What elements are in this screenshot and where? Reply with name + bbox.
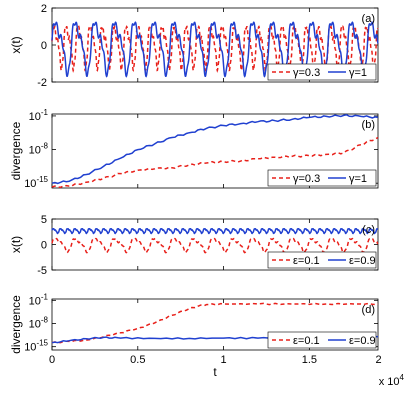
chart-panel-2: 10-15 10-8 10-1 divergence (b) γ=0.3 γ=1 <box>9 108 379 190</box>
legend-label: γ=0.3 <box>293 173 320 185</box>
panel-label: (c) <box>362 224 375 236</box>
legend: γ=0.3 γ=1 <box>267 169 377 187</box>
panel-label: (b) <box>362 119 375 131</box>
legend-label: ε=0.1 <box>293 255 320 267</box>
legend: ε=0.1 ε=0.9 <box>267 331 377 349</box>
series-line-1 <box>51 25 379 73</box>
y-tick-label: -5 <box>37 265 47 277</box>
plot-frame <box>51 113 379 189</box>
y-tick-label: 10-8 <box>29 316 49 331</box>
y-tick-label: 10-8 <box>29 142 49 157</box>
y-tick-label: 2 <box>41 3 47 15</box>
x-tick-label: 0.5 <box>130 354 145 366</box>
chart-panel-4: 10-15 10-8 10-1 0 0.5 1 1.5 2 divergence (d) ε=0.1… <box>9 292 382 366</box>
y-axis-label: x(t) <box>9 236 23 253</box>
x-tick-label: 1 <box>221 354 227 366</box>
y-tick-label: -2 <box>37 77 47 89</box>
panel-label: (d) <box>362 304 375 316</box>
legend-box <box>267 331 377 349</box>
chart-panel-3: -5 0 5 x(t) (c) ε=0.1 ε=0.9 <box>9 214 379 277</box>
panel-label: (a) <box>362 13 375 25</box>
series-line-2 <box>51 114 379 185</box>
legend-label: ε=0.9 <box>349 255 376 267</box>
x-tick-label: 0 <box>49 354 55 366</box>
series-line-1 <box>51 237 379 254</box>
legend-label: ε=0.9 <box>349 335 376 347</box>
x-scale-factor: x 104 <box>379 373 405 388</box>
y-axis-label: divergence <box>9 295 23 354</box>
y-tick-label: 10-15 <box>24 175 48 190</box>
legend-label: γ=0.3 <box>293 67 320 79</box>
legend-box <box>267 169 377 187</box>
x-tick-label: 1.5 <box>302 354 317 366</box>
legend-box <box>267 251 377 269</box>
y-tick-label: 0 <box>41 40 47 52</box>
legend-label: γ=1 <box>349 173 367 185</box>
legend: γ=0.3 γ=1 <box>267 63 377 81</box>
y-tick-label: 10-15 <box>24 339 48 354</box>
series-line-2 <box>51 227 379 235</box>
y-axis-label: x(t) <box>9 36 23 53</box>
series-line-1 <box>51 302 379 344</box>
chart-panel-1: -2 0 2 x(t) (a) γ=0.3 γ=1 <box>9 3 379 89</box>
y-tick-label: 0 <box>41 240 47 252</box>
legend-label: γ=1 <box>349 67 367 79</box>
y-axis-label: divergence <box>9 121 23 180</box>
x-axis-label: t <box>213 365 217 379</box>
plot-frame <box>51 298 379 351</box>
y-tick-label: 10-1 <box>29 108 49 123</box>
y-tick-label: 5 <box>41 214 47 226</box>
legend: ε=0.1 ε=0.9 <box>267 251 377 269</box>
y-tick-label: 10-1 <box>29 292 49 307</box>
legend-label: ε=0.1 <box>293 335 320 347</box>
x-tick-label: 2 <box>375 354 381 366</box>
legend-box <box>267 63 377 81</box>
series-line-1 <box>51 136 379 189</box>
